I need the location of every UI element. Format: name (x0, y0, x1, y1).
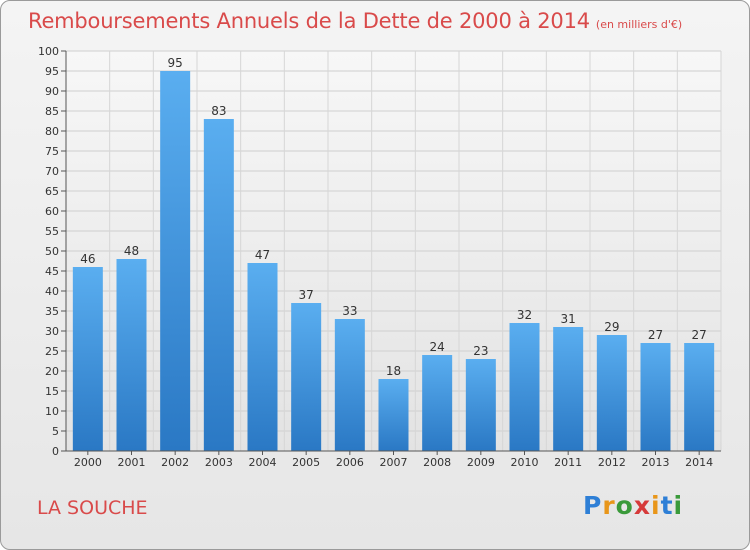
y-tick-label: 100 (38, 45, 59, 58)
y-tick-label: 45 (45, 265, 59, 278)
bar (465, 359, 496, 451)
bar (334, 319, 365, 451)
logo-letter: o (615, 491, 634, 520)
logo-letter: P (583, 491, 603, 520)
bar (596, 335, 627, 451)
y-tick-label: 10 (45, 405, 59, 418)
y-tick-label: 25 (45, 345, 59, 358)
bar (422, 355, 453, 451)
y-tick-label: 55 (45, 225, 59, 238)
x-tick-label: 2006 (336, 456, 364, 469)
x-tick-label: 2009 (467, 456, 495, 469)
bar (203, 119, 234, 451)
x-tick-label: 2004 (249, 456, 277, 469)
x-tick-label: 2007 (380, 456, 408, 469)
y-tick-label: 30 (45, 325, 59, 338)
chart-title-text: Remboursements Annuels de la Dette de 20… (28, 9, 590, 33)
data-label: 37 (299, 288, 314, 302)
y-tick-label: 80 (45, 125, 59, 138)
data-label: 24 (430, 340, 445, 354)
bar (509, 323, 540, 451)
data-label: 83 (211, 104, 226, 118)
data-label: 47 (255, 248, 270, 262)
bar (684, 343, 715, 451)
data-label: 31 (561, 312, 576, 326)
x-tick-label: 2003 (205, 456, 233, 469)
x-tick-label: 2008 (423, 456, 451, 469)
x-tick-label: 2001 (118, 456, 146, 469)
logo-letter: r (602, 491, 616, 520)
y-tick-label: 40 (45, 285, 59, 298)
data-label: 95 (168, 56, 183, 70)
data-label: 18 (386, 364, 401, 378)
y-tick-label: 60 (45, 205, 59, 218)
bar (640, 343, 671, 451)
y-tick-label: 65 (45, 185, 59, 198)
data-label: 48 (124, 244, 139, 258)
bar (116, 259, 147, 451)
chart-unit: (en milliers d'€) (595, 18, 683, 31)
y-tick-label: 95 (45, 65, 59, 78)
bar (553, 327, 584, 451)
chart-title: Remboursements Annuels de la Dette de 20… (28, 9, 682, 33)
commune-name: LA SOUCHE (37, 497, 148, 519)
y-tick-label: 35 (45, 305, 59, 318)
data-label: 23 (473, 344, 488, 358)
bar (291, 303, 322, 451)
y-tick-label: 5 (52, 425, 59, 438)
logo-letter: x (633, 491, 651, 520)
y-tick-label: 90 (45, 85, 59, 98)
x-tick-label: 2012 (598, 456, 626, 469)
x-tick-label: 2011 (554, 456, 582, 469)
proxiti-logo: Proxiti (583, 491, 683, 520)
x-tick-label: 2013 (642, 456, 670, 469)
data-label: 33 (342, 304, 357, 318)
y-tick-label: 50 (45, 245, 59, 258)
bar (72, 267, 103, 451)
x-tick-label: 2005 (292, 456, 320, 469)
x-tick-label: 2014 (685, 456, 713, 469)
bar (160, 71, 191, 451)
data-label: 27 (692, 328, 707, 342)
y-tick-label: 0 (52, 445, 59, 458)
x-tick-label: 2010 (511, 456, 539, 469)
y-tick-label: 70 (45, 165, 59, 178)
bar (247, 263, 278, 451)
bar (378, 379, 409, 451)
logo-letter: i (673, 491, 684, 520)
y-tick-label: 15 (45, 385, 59, 398)
logo-letter: i (651, 491, 661, 520)
data-label: 27 (648, 328, 663, 342)
x-tick-label: 2000 (74, 456, 102, 469)
y-tick-label: 75 (45, 145, 59, 158)
logo-letter: t (660, 491, 674, 520)
y-tick-label: 20 (45, 365, 59, 378)
data-label: 46 (80, 252, 95, 266)
data-label: 29 (604, 320, 619, 334)
y-tick-label: 85 (45, 105, 59, 118)
data-label: 32 (517, 308, 532, 322)
x-tick-label: 2002 (161, 456, 189, 469)
